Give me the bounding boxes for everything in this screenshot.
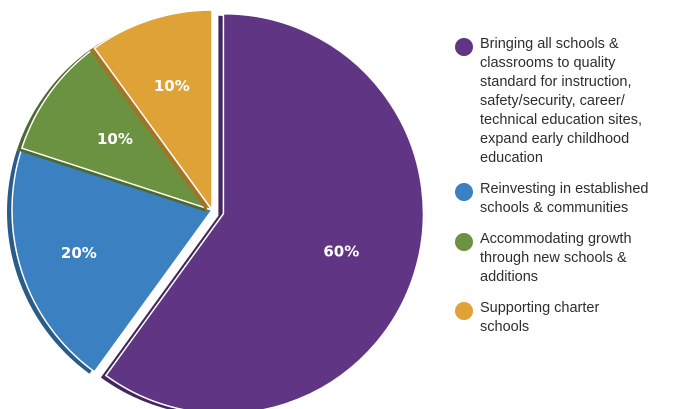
legend-item: Bringing all schools & classrooms to qual… (455, 35, 670, 168)
legend-label-line: classrooms to quality (480, 55, 616, 71)
legend-label-line: Accommodating growth (480, 231, 632, 247)
legend-label-line: expand early childhood (480, 131, 630, 147)
legend-label-line: through new schools & (480, 250, 627, 266)
legend-color-dot (455, 38, 473, 56)
legend-label-line: schools (480, 319, 530, 335)
legend-label-line: safety/security, career/ (480, 93, 625, 109)
pie-slice (93, 9, 213, 213)
legend-label: Accommodating growth through new schools … (480, 230, 632, 287)
legend-label-line: education (480, 150, 543, 166)
pie-chart: 60% 20% 10% 10% (6, 9, 425, 409)
legend-label-line: Supporting charter (480, 300, 600, 316)
pie-slice (20, 47, 214, 212)
legend-item: Reinvesting in established schools & comm… (455, 180, 670, 218)
legend-item: Accommodating growth through new schools … (455, 230, 670, 287)
slice-percent-label: 10% (154, 77, 190, 95)
legend-label-line: standard for instruction, (480, 74, 632, 90)
legend-color-dot (455, 302, 473, 320)
slice-percent-label: 60% (323, 243, 359, 261)
legend-label-line: technical education sites, (480, 112, 643, 128)
slice-percent-label: 20% (61, 244, 97, 262)
pie-slice (104, 12, 425, 409)
legend-label-line: additions (480, 269, 539, 285)
legend-label-line: schools & communities (480, 200, 629, 216)
legend-color-dot (455, 183, 473, 201)
chart-legend: Bringing all schools & classrooms to qual… (455, 35, 670, 349)
legend-label-line: Reinvesting in established (480, 181, 649, 197)
legend-label-line: Bringing all schools & (480, 36, 619, 52)
legend-label: Reinvesting in established schools & comm… (480, 180, 648, 218)
pie-slice (11, 147, 214, 373)
legend-color-dot (455, 233, 473, 251)
legend-label: Supporting charter schools (480, 299, 599, 337)
slice-percent-label: 10% (97, 130, 133, 148)
legend-label: Bringing all schools & classrooms to qual… (480, 35, 642, 168)
legend-item: Supporting charter schools (455, 299, 670, 337)
